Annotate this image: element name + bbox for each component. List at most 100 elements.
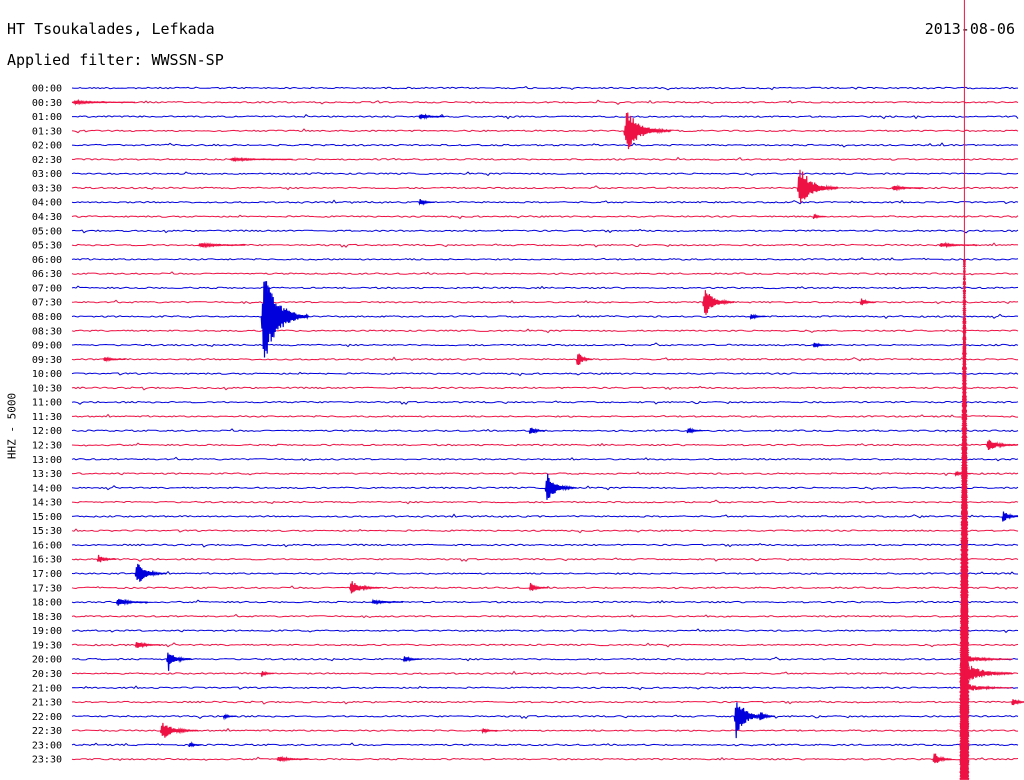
trace-line bbox=[71, 727, 1018, 732]
event-waveform bbox=[260, 281, 310, 358]
trace-time-label: 15:30 bbox=[32, 526, 62, 537]
trace-time-label: 00:00 bbox=[32, 84, 62, 95]
event-waveform bbox=[166, 652, 193, 671]
trace-time-label: 23:00 bbox=[32, 740, 62, 751]
event-waveform bbox=[544, 473, 577, 500]
seismogram-traces bbox=[71, 0, 1024, 780]
event-waveform bbox=[103, 356, 126, 363]
trace-line bbox=[71, 742, 1019, 747]
event-waveform bbox=[197, 241, 246, 249]
event-waveform bbox=[276, 755, 309, 763]
event-waveform bbox=[134, 563, 167, 582]
trace-time-label: 10:30 bbox=[32, 383, 62, 394]
trace-time-label: 17:00 bbox=[32, 569, 62, 580]
event-waveform bbox=[115, 598, 148, 606]
trace-time-label: 22:00 bbox=[32, 712, 62, 723]
trace-time-label: 07:30 bbox=[32, 298, 62, 309]
trace-line bbox=[72, 471, 1019, 477]
event-waveform bbox=[71, 98, 136, 106]
trace-time-label: 19:00 bbox=[32, 626, 62, 637]
trace-time-label: 11:00 bbox=[32, 398, 62, 409]
trace-time-label: 17:30 bbox=[32, 583, 62, 594]
trace-line bbox=[71, 685, 1018, 691]
event-waveform bbox=[260, 670, 274, 677]
trace-time-label: 20:00 bbox=[32, 655, 62, 666]
trace-time-label: 12:30 bbox=[32, 441, 62, 452]
trace-line bbox=[71, 570, 1018, 575]
trace-time-label: 19:30 bbox=[32, 640, 62, 651]
trace-time-label: 06:00 bbox=[32, 255, 62, 266]
trace-time-label: 06:30 bbox=[32, 269, 62, 280]
event-waveform bbox=[418, 113, 445, 120]
event-waveform bbox=[623, 112, 672, 150]
trace-line bbox=[71, 613, 1019, 619]
event-waveform bbox=[758, 712, 776, 721]
event-waveform bbox=[702, 290, 735, 315]
event-waveform bbox=[1011, 699, 1024, 706]
trace-time-label: 10:00 bbox=[32, 369, 62, 380]
event-waveform bbox=[229, 156, 293, 163]
trace-time-label: 21:30 bbox=[32, 698, 62, 709]
trace-line bbox=[71, 599, 1019, 604]
trace-time-label: 16:30 bbox=[32, 555, 62, 566]
event-waveform bbox=[188, 741, 202, 748]
trace-line bbox=[71, 628, 1019, 634]
trace-line bbox=[71, 142, 1019, 148]
trace-time-label: 14:00 bbox=[32, 483, 62, 494]
event-waveform bbox=[134, 641, 161, 649]
trace-line bbox=[71, 428, 1019, 433]
trace-line bbox=[71, 328, 1019, 334]
trace-line bbox=[71, 171, 1019, 177]
trace-time-label: 03:30 bbox=[32, 183, 62, 194]
trace-line bbox=[71, 185, 1019, 191]
event-waveform bbox=[481, 728, 498, 735]
event-waveform bbox=[859, 298, 877, 306]
trace-line bbox=[71, 356, 1018, 362]
trace-time-label: 15:00 bbox=[32, 512, 62, 523]
event-waveform bbox=[418, 199, 435, 206]
trace-line bbox=[71, 557, 1019, 562]
trace-line bbox=[71, 199, 1019, 205]
event-waveform bbox=[938, 241, 978, 249]
trace-line bbox=[72, 670, 1019, 676]
trace-time-label: 08:30 bbox=[32, 326, 62, 337]
big-event-band bbox=[959, 258, 970, 780]
event-waveform bbox=[528, 427, 546, 435]
trace-line bbox=[72, 413, 1018, 418]
event-waveform bbox=[891, 184, 924, 192]
station-title: HT Tsoukalades, Lefkada bbox=[7, 20, 215, 38]
event-waveform bbox=[749, 313, 766, 321]
event-waveform bbox=[796, 169, 839, 203]
trace-line bbox=[71, 228, 1019, 234]
trace-line bbox=[72, 114, 1019, 120]
trace-time-label: 03:00 bbox=[32, 169, 62, 180]
trace-time-label: 11:30 bbox=[32, 412, 62, 423]
big-event-coda bbox=[963, 663, 1013, 682]
event-waveform bbox=[733, 702, 767, 739]
trace-line bbox=[71, 756, 1019, 762]
event-waveform bbox=[812, 342, 829, 349]
trace-time-label: 04:00 bbox=[32, 198, 62, 209]
trace-time-label: 05:00 bbox=[32, 226, 62, 237]
trace-line bbox=[71, 442, 1019, 447]
trace-line bbox=[71, 385, 1019, 391]
trace-line bbox=[71, 271, 1019, 276]
trace-time-label: 18:00 bbox=[32, 598, 62, 609]
event-waveform bbox=[96, 554, 117, 563]
time-labels: 00:00 00:30 01:00 01:30 02:00 02:30 03:00 03:30… bbox=[32, 84, 62, 766]
trace-line bbox=[71, 543, 1019, 548]
trace-time-label: 01:00 bbox=[32, 112, 62, 123]
event-waveform bbox=[812, 213, 826, 219]
event-waveform bbox=[348, 581, 382, 594]
trace-time-label: 09:30 bbox=[32, 355, 62, 366]
filter-label: Applied filter: WWSSN-SP bbox=[7, 51, 224, 69]
event-waveform bbox=[575, 353, 593, 366]
event-waveform bbox=[159, 722, 199, 738]
trace-line bbox=[71, 700, 1019, 705]
trace-line bbox=[71, 128, 1019, 134]
trace-time-label: 21:00 bbox=[32, 683, 62, 694]
trace-line bbox=[71, 342, 1019, 348]
trace-line bbox=[71, 499, 1019, 505]
trace-time-label: 22:30 bbox=[32, 726, 62, 737]
trace-time-label: 13:30 bbox=[32, 469, 62, 480]
